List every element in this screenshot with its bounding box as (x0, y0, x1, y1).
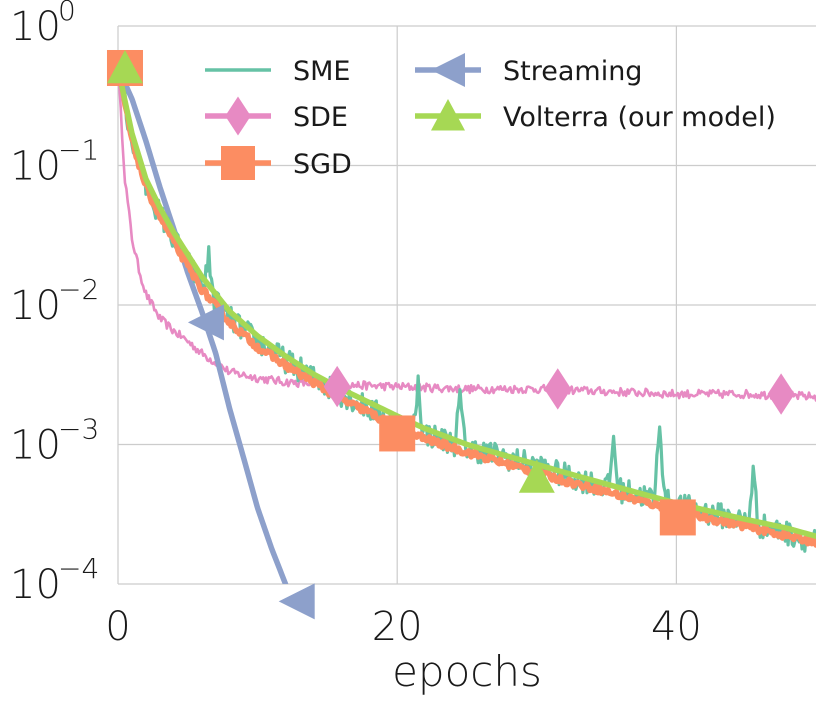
legend-entry-0: SME (205, 56, 351, 87)
y-tick-exponent: −4 (58, 552, 99, 585)
legend-entry-2: SGD (205, 146, 352, 180)
legend-label: SGD (293, 149, 352, 180)
legend-swatch-marker (221, 146, 255, 180)
legend-label: Volterra (our model) (503, 102, 776, 133)
y-tick-base: 10 (10, 562, 61, 608)
legend-entry-4: Volterra (our model) (415, 99, 776, 133)
series-lines (118, 60, 816, 584)
legend-label: SME (293, 56, 351, 87)
marker-volterra-our-model-0 (106, 49, 143, 84)
series-line-sde (118, 70, 816, 402)
y-tick-exponent: −3 (58, 413, 99, 446)
y-tick-exponent: 0 (58, 0, 76, 27)
y-tick-base: 10 (10, 423, 61, 469)
marker-streaming-1 (187, 304, 224, 341)
y-tick-label-4: 10−4 (10, 552, 99, 608)
y-tick-label-0: 100 (10, 0, 76, 50)
marker-sgd-2 (659, 499, 696, 536)
x-tick-label-0: 0 (105, 604, 130, 650)
y-tick-exponent: −1 (58, 134, 99, 167)
y-tick-base: 10 (10, 4, 61, 50)
legend-label: Streaming (503, 56, 642, 87)
legend-swatch-marker (431, 53, 465, 87)
legend-entry-3: Streaming (415, 53, 642, 87)
legend: SME SDE SGD Streaming Volterra (our model) (205, 53, 776, 180)
marker-sde-2 (767, 373, 795, 415)
y-tick-label-2: 10−2 (10, 273, 99, 329)
series-line-volterra-our-model (118, 65, 816, 539)
series-line-sgd (118, 62, 816, 548)
marker-streaming-2 (278, 583, 315, 620)
marker-sde-0 (323, 365, 351, 408)
marker-volterra-our-model-1 (518, 459, 555, 493)
legend-swatch-marker (225, 96, 251, 136)
x-axis-label: epochs (392, 647, 542, 696)
series-markers (106, 49, 795, 620)
marker-sde-1 (544, 368, 572, 410)
x-tick-label-1: 20 (372, 604, 423, 650)
series-line-streaming (118, 65, 289, 584)
x-axis-ticks: 0 20 40 (105, 604, 702, 650)
legend-swatch-marker (431, 99, 465, 131)
legend-entry-1: SDE (205, 96, 348, 136)
marker-sgd-1 (379, 415, 416, 452)
y-tick-label-3: 10−3 (10, 413, 99, 469)
y-tick-base: 10 (10, 283, 61, 329)
legend-label: SDE (293, 102, 348, 133)
y-tick-base: 10 (10, 144, 61, 190)
y-tick-label-1: 10−1 (10, 134, 99, 190)
y-tick-exponent: −2 (58, 273, 99, 306)
x-tick-label-2: 40 (651, 604, 702, 650)
